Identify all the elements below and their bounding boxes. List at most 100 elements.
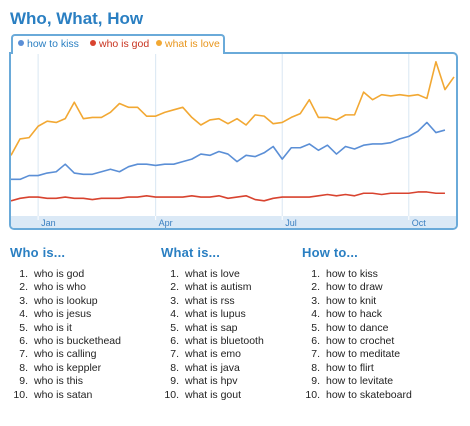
list-item-link[interactable]: how to levitate [326,375,394,388]
who-is-list: Who is... 1. who is god 2. who is who 3. who … [10,245,121,402]
list-item-number: 3. [19,294,28,307]
chart-frame: Jan Apr Jul Oct [9,52,458,230]
list-item-link[interactable]: how to flirt [326,361,374,374]
list-item-number: 10. [305,388,320,401]
list-item-link[interactable]: what is gout [185,388,242,401]
list-item[interactable]: 6. who is buckethead [10,335,121,348]
list-item-link[interactable]: what is hpv [185,375,238,388]
legend-item-who-is-god[interactable]: who is god [90,38,149,50]
list-item[interactable]: 1. what is love [161,268,264,281]
how-to-heading: How to... [302,245,358,260]
list-item-link[interactable]: how to knit [326,294,377,307]
list-item[interactable]: 1. how to kiss [302,268,412,281]
list-item-link[interactable]: what is lupus [185,308,246,321]
list-item-number: 6. [19,334,28,347]
list-item-link[interactable]: who is god [34,268,85,280]
list-item[interactable]: 5. how to dance [302,322,412,335]
legend-swatch-how-to-kiss [18,40,24,46]
list-item[interactable]: 2. who is who [10,281,121,294]
list-item-number: 7. [170,348,179,361]
list-item-link[interactable]: who is keppler [34,361,102,374]
list-item-number: 1. [170,268,179,280]
list-item[interactable]: 6. how to crochet [302,335,412,348]
list-item[interactable]: 8. who is keppler [10,362,121,375]
list-item-number: 3. [170,294,179,307]
list-item-link[interactable]: what is emo [185,348,242,361]
list-item[interactable]: 10. who is satan [10,389,121,402]
list-item-link[interactable]: how to hack [326,308,383,321]
list-item-number: 9. [170,375,179,388]
list-item[interactable]: 10. what is gout [161,389,264,402]
list-item-number: 3. [311,294,320,307]
list-item-number: 8. [311,361,320,374]
list-item[interactable]: 3. what is rss [161,295,264,308]
what-is-list: What is... 1. what is love 2. what is autis… [161,245,264,402]
list-item-number: 2. [170,281,179,294]
list-item[interactable]: 3. who is lookup [10,295,121,308]
list-item[interactable]: 7. how to meditate [302,348,412,361]
list-item-link[interactable]: who is jesus [34,308,92,321]
list-item[interactable]: 2. how to draw [302,281,412,294]
list-item-link[interactable]: who is lookup [34,294,98,307]
list-item[interactable]: 2. what is autism [161,281,264,294]
list-item-number: 1. [19,268,28,280]
list-item-link[interactable]: what is love [185,268,240,280]
list-item-link[interactable]: how to kiss [326,268,378,280]
legend-swatch-who-is-god [90,40,96,46]
list-item-link[interactable]: how to crochet [326,334,395,347]
list-item-link[interactable]: what is java [185,361,240,374]
list-item[interactable]: 4. who is jesus [10,308,121,321]
legend-label-how-to-kiss: how to kiss [27,38,79,50]
list-item[interactable]: 10. how to skateboard [302,388,412,402]
list-item-number: 6. [311,334,320,347]
list-item-number: 8. [170,361,179,374]
list-item-link[interactable]: who is this [34,375,84,388]
list-item-link[interactable]: how to dance [326,321,389,334]
list-item-link[interactable]: what is rss [185,294,235,307]
list-item[interactable]: 9. who is this [10,375,121,388]
list-item[interactable]: 9. how to levitate [302,375,412,388]
list-item[interactable]: 7. who is calling [10,348,121,361]
list-item-number: 9. [19,375,28,388]
list-item[interactable]: 3. how to knit [302,295,412,308]
legend-item-what-is-love[interactable]: what is love [156,38,220,50]
chart-legend: how to kiss who is god what is love [11,34,225,54]
list-item-number: 1. [311,268,320,280]
list-item[interactable]: 8. what is java [161,362,264,375]
list-item-link[interactable]: who is buckethead [34,334,121,347]
list-item[interactable]: 5. what is sap [161,322,264,335]
list-item-link[interactable]: how to skateboard [326,388,412,401]
list-item[interactable]: 9. what is hpv [161,375,264,388]
legend-swatch-what-is-love [156,40,162,46]
list-item-number: 2. [19,281,28,294]
legend-label-what-is-love: what is love [165,38,220,50]
list-item[interactable]: 4. what is lupus [161,308,264,321]
legend-label-who-is-god: who is god [99,38,150,50]
list-item-link[interactable]: who is calling [34,348,97,361]
list-item-number: 2. [311,281,320,294]
how-to-list: How to... 1. how to kiss 2. how to draw 3. ho… [302,245,412,402]
x-axis-band [11,216,456,228]
list-item[interactable]: 5. who is it [10,322,121,335]
list-item-link[interactable]: how to meditate [326,348,401,361]
what-is-heading: What is... [161,245,221,260]
list-item[interactable]: 8. how to flirt [302,362,412,375]
list-item-link[interactable]: how to draw [326,281,383,294]
list-item[interactable]: 7. what is emo [161,348,264,361]
series-line-who-is-god [11,191,445,202]
list-item-link[interactable]: who is satan [34,388,93,401]
x-tick-label: Oct [412,218,427,228]
x-tick-label: Jul [285,218,297,228]
list-item[interactable]: 1. who is god [10,268,121,281]
list-item-link[interactable]: what is bluetooth [185,334,264,347]
list-item-number: 10. [13,388,28,401]
legend-item-how-to-kiss[interactable]: how to kiss [18,38,79,50]
list-item[interactable]: 6. what is bluetooth [161,335,264,348]
list-item[interactable]: 4. how to hack [302,308,412,321]
list-item-link[interactable]: who is it [34,321,72,334]
line-chart: Jan Apr Jul Oct [11,54,456,228]
list-item-link[interactable]: what is sap [185,321,238,334]
list-item-link[interactable]: who is who [34,281,86,294]
list-item-number: 4. [170,308,179,321]
list-item-link[interactable]: what is autism [185,281,252,294]
